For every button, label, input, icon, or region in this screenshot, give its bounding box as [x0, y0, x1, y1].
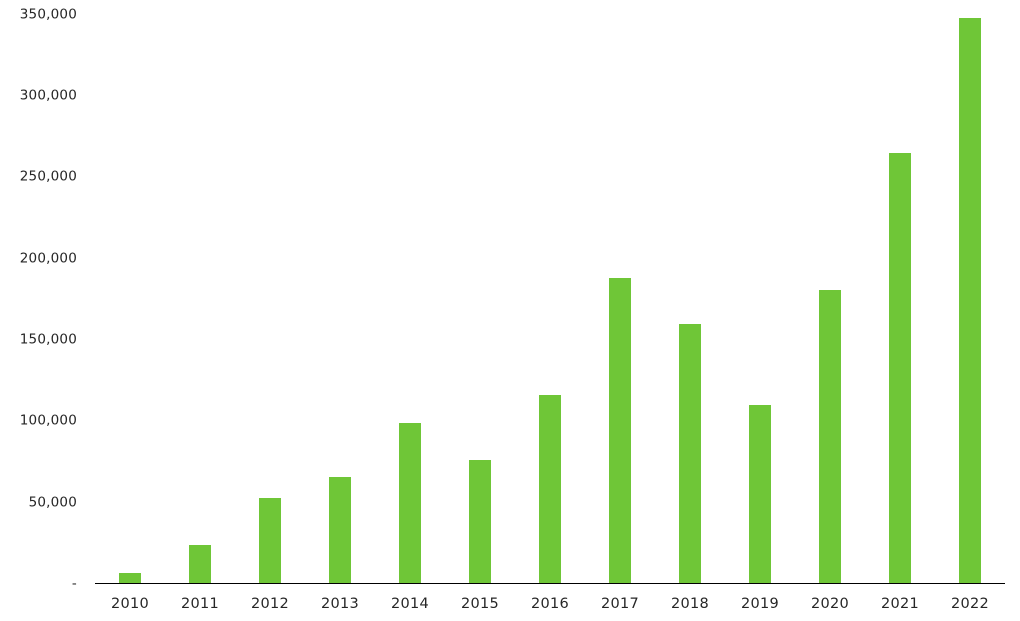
bar-2022 — [959, 17, 981, 584]
bar-2014 — [399, 422, 421, 584]
y-tick-label: 100,000 — [19, 412, 77, 429]
y-tick-label: 200,000 — [19, 250, 77, 267]
bar-2020 — [819, 289, 841, 584]
bar-2018 — [679, 323, 701, 584]
x-tick-label: 2011 — [180, 596, 220, 612]
bar-2011 — [189, 544, 211, 584]
x-tick-label: 2018 — [670, 596, 710, 612]
x-axis-line — [95, 582, 1005, 584]
x-tick-label: 2013 — [320, 596, 360, 612]
bar-2016 — [539, 395, 561, 584]
bar-2015 — [469, 460, 491, 584]
y-tick-label: 50,000 — [28, 494, 77, 511]
bar-2019 — [749, 405, 771, 584]
x-tick-label: 2021 — [880, 596, 920, 612]
x-tick-label: 2017 — [600, 596, 640, 612]
bar-2013 — [329, 476, 351, 584]
y-tick-label: 350,000 — [19, 6, 77, 23]
bar-2012 — [259, 497, 281, 584]
x-tick-label: 2022 — [950, 596, 990, 612]
y-tick-label: 150,000 — [19, 331, 77, 348]
bar-2010 — [119, 572, 141, 584]
y-tick-label: - — [71, 575, 77, 592]
x-tick-label: 2016 — [530, 596, 570, 612]
x-tick-label: 2014 — [390, 596, 430, 612]
y-tick-label: 300,000 — [19, 87, 77, 104]
x-tick-label: 2019 — [740, 596, 780, 612]
x-tick-label: 2012 — [250, 596, 290, 612]
bar-2021 — [889, 152, 911, 584]
x-tick-label: 2010 — [110, 596, 150, 612]
x-tick-label: 2020 — [810, 596, 850, 612]
y-tick-label: 250,000 — [19, 168, 77, 185]
bar-2017 — [609, 278, 631, 584]
x-tick-label: 2015 — [460, 596, 500, 612]
